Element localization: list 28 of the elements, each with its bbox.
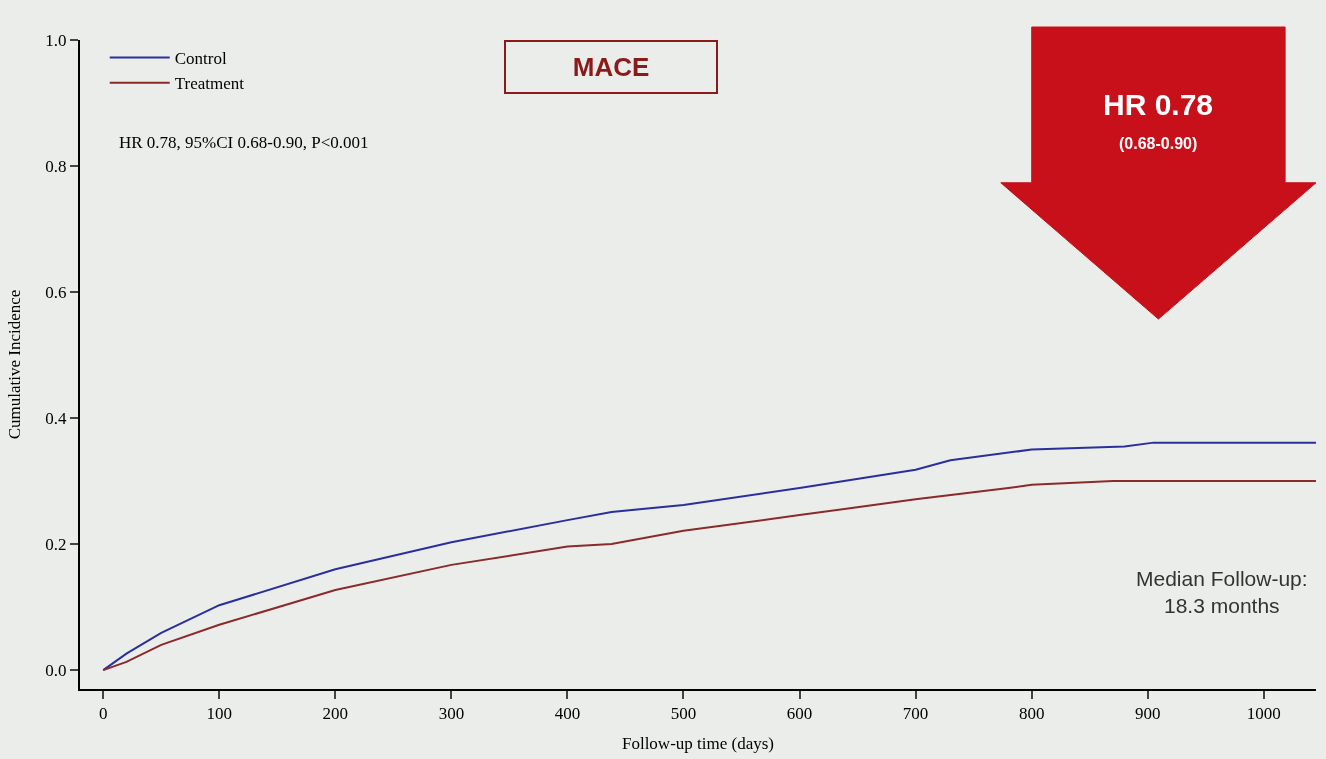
x-tick-label: 1000 bbox=[1246, 704, 1281, 724]
y-tick-label: 0.0 bbox=[45, 661, 67, 681]
x-tick-label: 700 bbox=[902, 704, 929, 724]
x-tick-label: 300 bbox=[438, 704, 465, 724]
x-tick-label: 600 bbox=[786, 704, 813, 724]
line-series bbox=[102, 441, 1316, 672]
x-tick-label: 800 bbox=[1018, 704, 1045, 724]
x-axis-title: Follow-up time (days) bbox=[621, 734, 775, 754]
x-tick-label: 0 bbox=[98, 704, 108, 724]
x-tick-label: 900 bbox=[1134, 704, 1161, 724]
annotation: (0.68-0.90) bbox=[1119, 135, 1198, 152]
line-series bbox=[102, 480, 1316, 672]
y-tick-label: 0.4 bbox=[45, 409, 68, 429]
y-tick-label: 0.2 bbox=[45, 535, 67, 555]
x-tick-label: 500 bbox=[670, 704, 697, 724]
text: MACE bbox=[572, 52, 650, 82]
x-tick-label: 400 bbox=[554, 704, 581, 724]
y-tick-label: 0.8 bbox=[45, 156, 67, 176]
annotation: HR 0.78, 95%CI 0.68-0.90, P<0.001 bbox=[119, 133, 369, 152]
legend-label: Treatment bbox=[174, 74, 245, 94]
y-tick-label: 1.0 bbox=[45, 30, 67, 50]
y-axis-title: Cumulative Incidence bbox=[5, 289, 25, 440]
annotation: HR 0.78 bbox=[1103, 88, 1214, 121]
legend-label: Control bbox=[174, 49, 227, 69]
x-tick-label: 100 bbox=[206, 704, 233, 724]
annotation: Median Follow-up: 18.3 months bbox=[1136, 567, 1308, 618]
x-tick-label: 200 bbox=[322, 704, 349, 724]
y-tick-label: 0.6 bbox=[45, 282, 67, 302]
